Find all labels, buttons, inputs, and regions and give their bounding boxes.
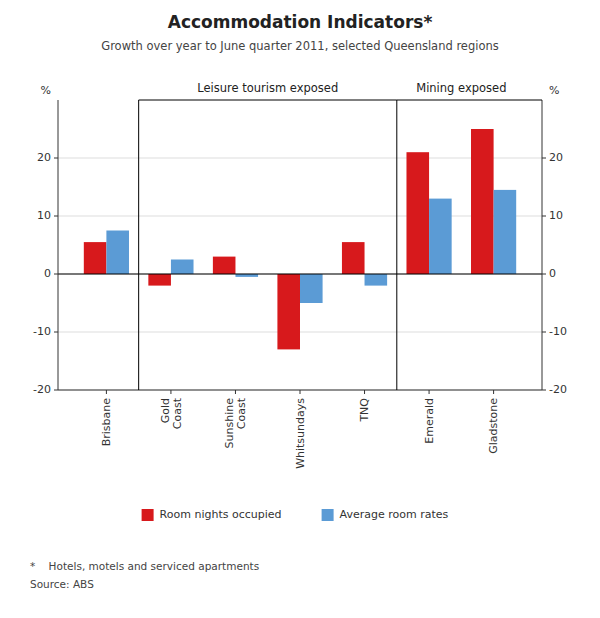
x-tick-label-line: Whitsundays: [294, 398, 307, 469]
subtitle: Growth over year to June quarter 2011, s…: [101, 39, 499, 53]
bar: [429, 199, 452, 274]
x-tick: [235, 390, 236, 394]
y2-axis-line: [542, 100, 543, 390]
y2-tick-label: -10: [549, 325, 567, 338]
x-tick-label: Emerald: [423, 398, 436, 444]
x-tick: [106, 390, 107, 394]
y-tick: [54, 390, 58, 391]
x-tick-label-group: TNQ: [358, 398, 371, 423]
y2-tick-label: -20: [549, 383, 567, 396]
footnote: * Hotels, motels and serviced apartments: [30, 560, 259, 572]
y2-tick: [542, 216, 546, 217]
footnote: Source: ABS: [30, 578, 94, 590]
y2-tick: [542, 390, 546, 391]
x-tick-label-group: Whitsundays: [294, 398, 307, 469]
y2-tick-label: 10: [549, 209, 563, 222]
x-tick-label-line: Coast: [171, 397, 184, 429]
x-tick-label-line: TNQ: [358, 398, 371, 423]
y-tick-label: 10: [37, 209, 51, 222]
y2-tick: [542, 332, 546, 333]
y2-tick-label: 0: [549, 267, 556, 280]
grid-line: [58, 274, 542, 275]
bar: [84, 242, 107, 274]
x-tick: [493, 390, 494, 394]
y-tick: [54, 332, 58, 333]
title: Accommodation Indicators*: [168, 12, 433, 32]
x-tick-label-line: Coast: [235, 397, 248, 429]
x-tick-label-group: GoldCoast: [159, 397, 184, 429]
bar: [342, 242, 365, 274]
bar: [106, 231, 129, 275]
y2-tick: [542, 158, 546, 159]
legend-swatch: [142, 509, 154, 521]
x-tick-label-group: SunshineCoast: [223, 397, 248, 448]
legend-label: Room nights occupied: [160, 508, 282, 521]
bar: [300, 274, 323, 303]
x-tick: [364, 390, 365, 394]
y2-tick: [542, 274, 546, 275]
y-tick-label: 20: [37, 151, 51, 164]
x-tick-label-group: Emerald: [423, 398, 436, 444]
y-axis-line: [58, 100, 59, 390]
y-tick: [54, 216, 58, 217]
x-tick-label-line: Emerald: [423, 398, 436, 444]
section-border: [397, 100, 542, 101]
y-tick: [54, 158, 58, 159]
x-tick-label: Gladstone: [487, 398, 500, 454]
x-tick: [170, 390, 171, 394]
x-tick-label: TNQ: [358, 398, 371, 423]
bars: [84, 129, 516, 349]
x-tick: [300, 390, 301, 394]
bar: [406, 152, 429, 274]
x-tick-label: Brisbane: [100, 398, 113, 447]
section-divider: [138, 100, 139, 390]
x-tick-label-group: Gladstone: [487, 398, 500, 454]
bar: [494, 190, 517, 274]
x-tick-label-group: Brisbane: [100, 398, 113, 447]
section-border: [139, 100, 397, 101]
bar: [213, 257, 236, 274]
grid-line: [58, 158, 542, 159]
bar: [365, 274, 388, 286]
bar: [171, 260, 194, 275]
bar: [277, 274, 300, 349]
x-tick-label-line: Sunshine: [223, 398, 236, 449]
chart: Accommodation Indicators* Growth over yea…: [0, 0, 600, 618]
section-label: Leisure tourism exposed: [197, 81, 338, 95]
x-tick-label: SunshineCoast: [223, 397, 248, 448]
y2-tick-label: 20: [549, 151, 563, 164]
x-tick-label: GoldCoast: [159, 397, 184, 429]
grid-line: [58, 216, 542, 217]
x-tick: [429, 390, 430, 394]
bar: [148, 274, 171, 286]
x-tick-label-line: Gladstone: [487, 398, 500, 454]
y-tick-label: 0: [44, 267, 51, 280]
y-tick-label: -20: [33, 383, 51, 396]
y-axis-label: %: [41, 84, 51, 97]
bar: [471, 129, 494, 274]
section-label: Mining exposed: [416, 81, 506, 95]
y-tick: [54, 274, 58, 275]
x-tick-label-line: Brisbane: [100, 398, 113, 447]
legend-label: Average room rates: [340, 508, 449, 521]
x-tick-label: Whitsundays: [294, 398, 307, 469]
x-tick-label-line: Gold: [159, 398, 172, 423]
legend-swatch: [322, 509, 334, 521]
zero-line: [58, 274, 542, 275]
y-tick-label: -10: [33, 325, 51, 338]
y2-axis-label: %: [549, 84, 559, 97]
section-divider: [396, 100, 397, 390]
